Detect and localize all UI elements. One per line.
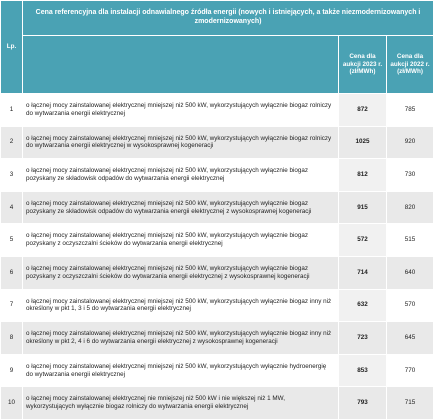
row-number: 5	[0, 223, 23, 257]
header-2022: Cena dla aukcji 2022 r. (zł/MWh)	[385, 35, 433, 94]
row-description: o łącznej mocy zainstalowanej elektryczn…	[22, 190, 339, 225]
price-2022: 820	[385, 190, 433, 225]
row-description: o łącznej mocy zainstalowanej elektryczn…	[22, 93, 339, 127]
price-2022: 570	[385, 288, 433, 323]
price-2022: 770	[385, 353, 433, 388]
row-number: 6	[0, 255, 23, 290]
price-2022: 785	[385, 93, 433, 127]
row-description: o łącznej mocy zainstalowanej elektryczn…	[22, 321, 339, 355]
price-2023: 793	[338, 386, 387, 420]
row-number: 10	[0, 386, 23, 420]
price-2023: 1025	[338, 125, 387, 160]
price-2023: 812	[338, 158, 387, 192]
row-description: o łącznej mocy zainstalowanej elektryczn…	[22, 386, 339, 420]
price-2022: 715	[385, 386, 433, 420]
price-2023: 723	[338, 321, 387, 355]
price-2023: 632	[338, 288, 387, 323]
price-2022: 515	[385, 223, 433, 257]
row-description: o łącznej mocy zainstalowanej elektryczn…	[22, 158, 339, 192]
price-2023: 572	[338, 223, 387, 257]
row-description: o łącznej mocy zainstalowanej elektryczn…	[22, 255, 339, 290]
row-number: 1	[0, 93, 23, 127]
price-2022: 640	[385, 255, 433, 290]
price-2023: 714	[338, 255, 387, 290]
row-number: 9	[0, 353, 23, 388]
price-2023: 872	[338, 93, 387, 127]
row-number: 3	[0, 158, 23, 192]
table-row: 10 o łącznej mocy zainstalowanej elektryc…	[0, 386, 433, 420]
row-description: o łącznej mocy zainstalowanej elektryczn…	[22, 223, 339, 257]
row-description: o łącznej mocy zainstalowanej elektryczn…	[22, 288, 339, 323]
header-lp: Lp.	[0, 0, 23, 94]
price-2023: 853	[338, 353, 387, 388]
price-2023: 915	[338, 190, 387, 225]
header-title: Cena referencyjna dla instalacji odnawia…	[21, 0, 433, 36]
row-number: 4	[0, 190, 23, 225]
price-2022: 920	[385, 125, 433, 160]
row-number: 8	[0, 321, 23, 355]
header-2023: Cena dla aukcji 2023 r. (zł/MWh)	[338, 35, 387, 94]
row-description: o łącznej mocy zainstalowanej elektryczn…	[22, 353, 339, 388]
row-number: 2	[0, 125, 23, 160]
price-2022: 645	[385, 321, 433, 355]
header-empty	[22, 35, 339, 94]
row-number: 7	[0, 288, 23, 323]
price-2022: 730	[385, 158, 433, 192]
row-description: o łącznej mocy zainstalowanej elektryczn…	[22, 125, 339, 160]
